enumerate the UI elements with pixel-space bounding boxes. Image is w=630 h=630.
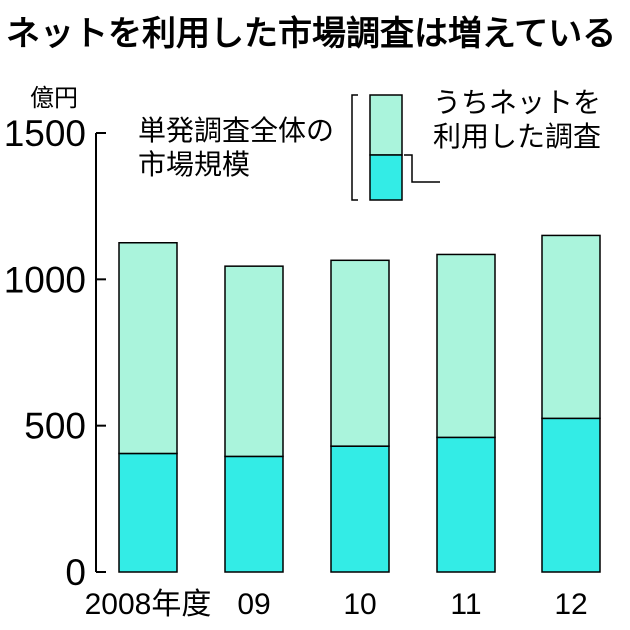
bar-total-market-remainder: [541, 234, 601, 420]
chart-title: ネットを利用した市場調査は増えている: [6, 14, 616, 54]
bar-total-market-remainder: [436, 253, 496, 439]
bar-group: [118, 234, 601, 573]
bar-total-market-remainder: [330, 259, 390, 447]
y-tick-label: 0: [65, 552, 86, 593]
bar-total-market-remainder: [118, 242, 178, 455]
legend-bracket-total: [351, 94, 358, 201]
bar-net-survey: [436, 436, 496, 573]
y-tick-label: 1500: [4, 113, 86, 154]
bar-total-market-remainder: [224, 265, 284, 458]
legend-swatch-total: [369, 94, 403, 156]
x-tick-label: 09: [237, 588, 270, 621]
bar-net-survey: [541, 417, 601, 573]
legend-bracket-net: [404, 154, 440, 183]
x-tick-label: 2008年度: [85, 588, 212, 621]
x-tick-label: 12: [554, 588, 587, 621]
legend-total-label: 単発調査全体の市場規模: [138, 114, 334, 181]
y-axis-ticks: 0 500 1000 1500: [4, 113, 106, 593]
y-axis-unit-label: 億円: [30, 84, 78, 112]
y-tick-label: 1000: [4, 259, 86, 300]
bar-net-survey: [330, 445, 390, 573]
x-tick-label: 10: [343, 588, 376, 621]
legend-swatch-net: [369, 154, 403, 201]
legend: 単発調査全体の市場規模 うちネットを利用した調査: [138, 86, 601, 201]
x-tick-label: 11: [450, 588, 481, 621]
y-tick-label: 500: [24, 406, 86, 447]
x-axis-labels: 2008年度 09 10 11 12: [85, 588, 588, 621]
legend-net-label: うちネットを利用した調査: [433, 86, 601, 153]
bar-net-survey: [118, 452, 178, 573]
bar-net-survey: [224, 455, 284, 573]
